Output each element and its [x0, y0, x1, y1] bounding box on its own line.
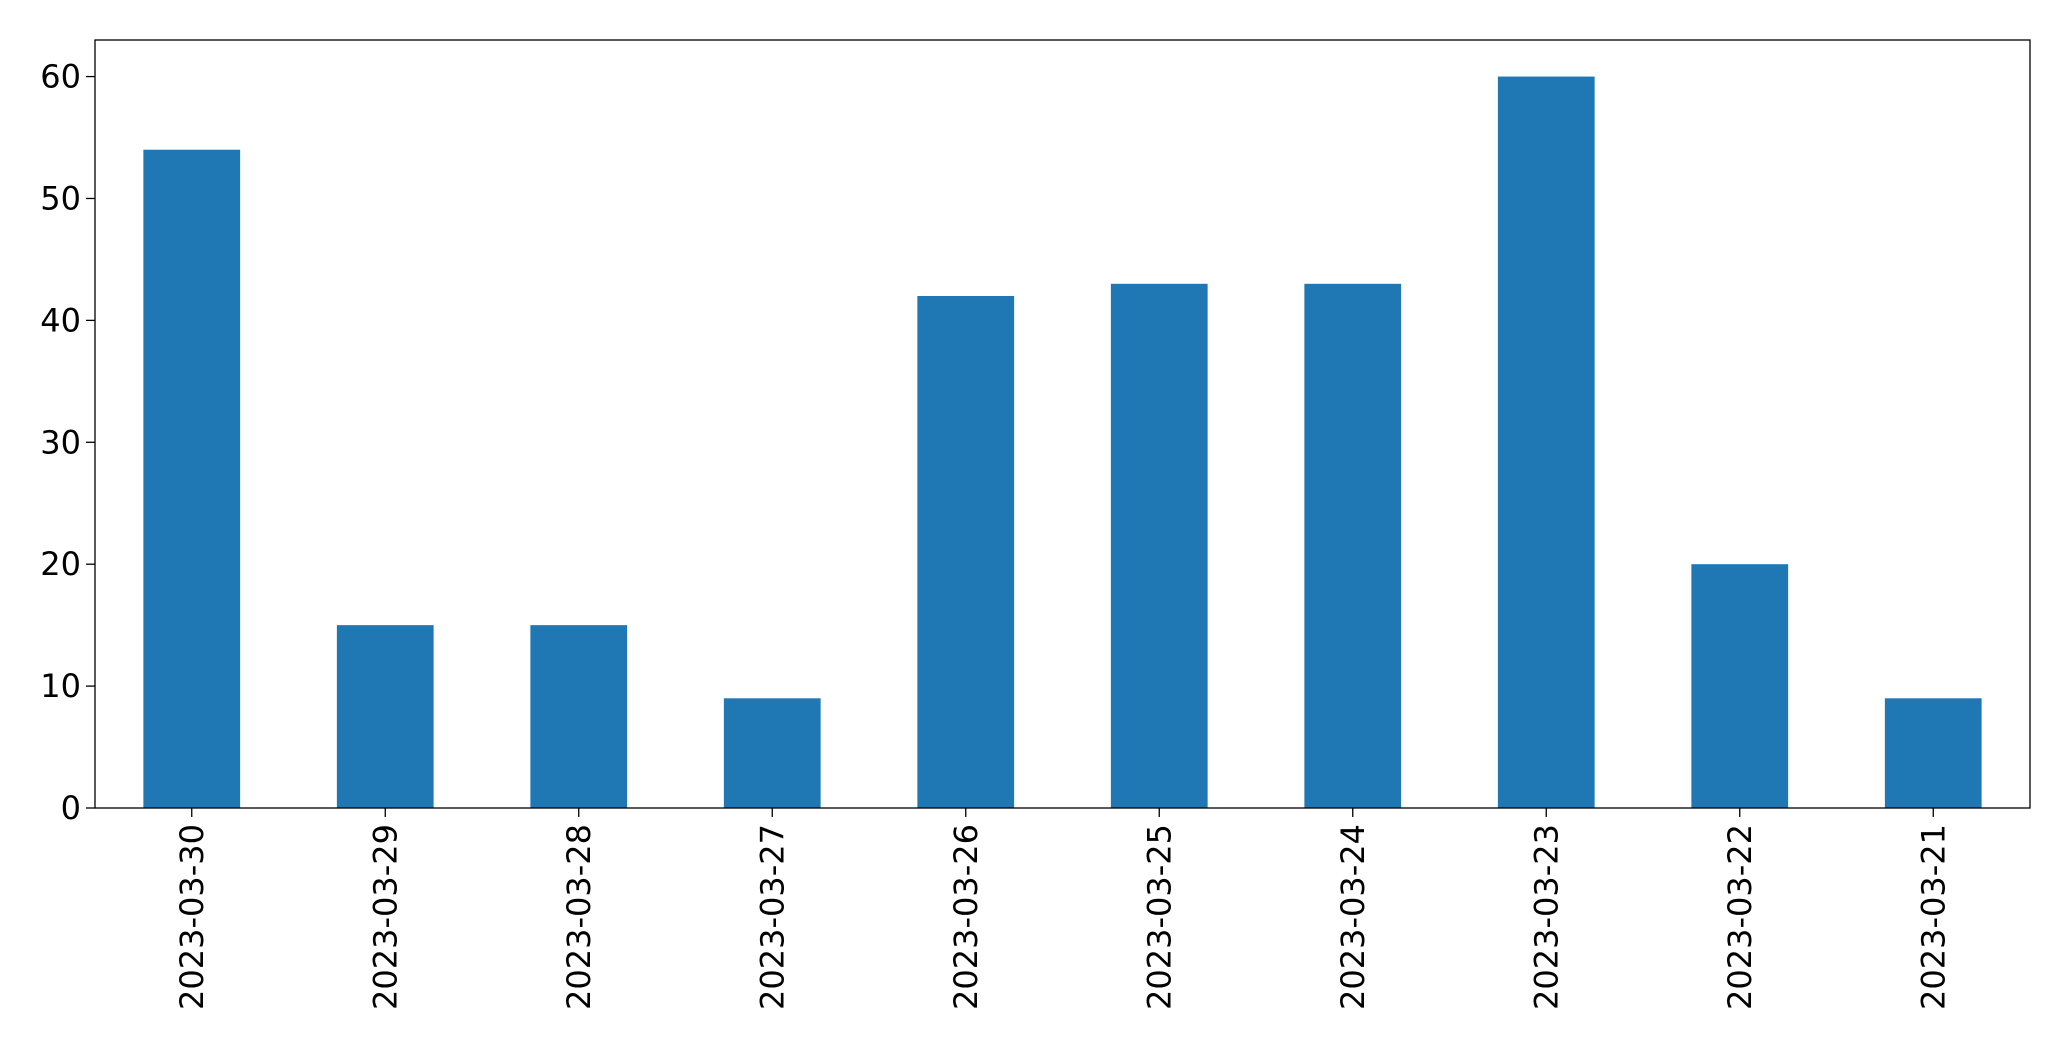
- bar: [1884, 698, 1982, 808]
- bar: [1691, 564, 1789, 808]
- x-tick-label: 2023-03-24: [1334, 824, 1372, 1010]
- x-tick-label: 2023-03-30: [173, 824, 211, 1010]
- x-tick-label: 2023-03-28: [560, 824, 598, 1010]
- x-tick-label: 2023-03-22: [1721, 824, 1759, 1010]
- x-tick-label: 2023-03-21: [1914, 824, 1952, 1010]
- bar: [336, 625, 434, 808]
- bar: [1497, 76, 1595, 809]
- y-tick-label: 60: [40, 58, 81, 96]
- bar: [143, 149, 241, 808]
- plot-frame: [94, 39, 2031, 809]
- x-tick-label: 2023-03-29: [366, 824, 404, 1010]
- x-tick-label: 2023-03-26: [947, 824, 985, 1010]
- bar: [530, 625, 628, 808]
- y-tick-label: 20: [40, 545, 81, 583]
- bar: [1304, 283, 1402, 808]
- x-tick-label: 2023-03-23: [1527, 824, 1565, 1010]
- y-tick-label: 10: [40, 667, 81, 705]
- bar: [1110, 283, 1208, 808]
- y-tick-label: 50: [40, 179, 81, 217]
- y-tick-label: 30: [40, 423, 81, 461]
- x-tick-label: 2023-03-25: [1140, 824, 1178, 1010]
- bar: [917, 296, 1015, 808]
- bar: [723, 698, 821, 808]
- y-tick-label: 40: [40, 301, 81, 339]
- y-tick-label: 0: [61, 789, 81, 827]
- x-tick-label: 2023-03-27: [753, 824, 791, 1010]
